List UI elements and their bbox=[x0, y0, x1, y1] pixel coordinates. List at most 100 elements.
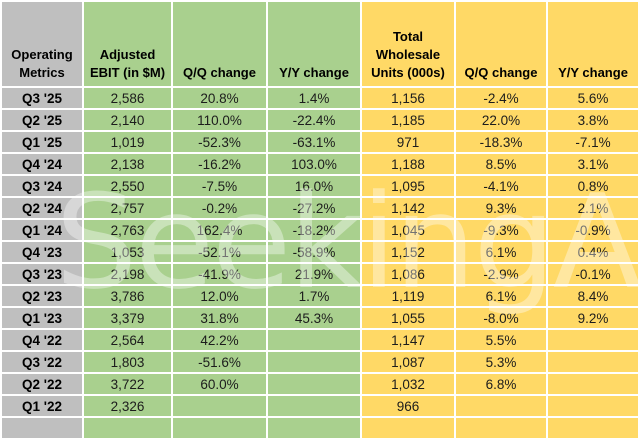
cell-units-yy-change bbox=[548, 352, 638, 372]
cell-units-qq-change: -8.0% bbox=[456, 308, 546, 328]
row-label: Q2 '23 bbox=[2, 286, 82, 306]
table-row: Q3 '25 2,586 20.8% 1.4% 1,156 -2.4% 5.6% bbox=[2, 88, 638, 108]
cell-units-yy-change: 5.6% bbox=[548, 88, 638, 108]
cell-ebit: 2,326 bbox=[84, 396, 171, 416]
table-row: Q3 '23 2,198 -41.9% 21.9% 1,086 -2.9% -0… bbox=[2, 264, 638, 284]
cell-ebit bbox=[84, 418, 171, 438]
row-label: Q1 '22 bbox=[2, 396, 82, 416]
table-row: Q2 '24 2,757 -0.2% -27.2% 1,142 9.3% 2.1… bbox=[2, 198, 638, 218]
cell-units-qq-change: 6.1% bbox=[456, 286, 546, 306]
row-label: Q1 '25 bbox=[2, 132, 82, 152]
cell-units: 1,152 bbox=[362, 242, 454, 262]
table-row: Q4 '24 2,138 -16.2% 103.0% 1,188 8.5% 3.… bbox=[2, 154, 638, 174]
cell-ebit: 1,803 bbox=[84, 352, 171, 372]
cell-units-yy-change: -7.1% bbox=[548, 132, 638, 152]
table-row: Q1 '23 3,379 31.8% 45.3% 1,055 -8.0% 9.2… bbox=[2, 308, 638, 328]
cell-units: 1,147 bbox=[362, 330, 454, 350]
column-header-ebit-yy-change: Y/Y change bbox=[268, 2, 360, 86]
cell-units-qq-change: -2.9% bbox=[456, 264, 546, 284]
cell-units-yy-change: 3.8% bbox=[548, 110, 638, 130]
cell-ebit-qq-change: -52.3% bbox=[173, 132, 266, 152]
cell-ebit-qq-change bbox=[173, 396, 266, 416]
cell-units-qq-change: -2.4% bbox=[456, 88, 546, 108]
row-label: Q4 '22 bbox=[2, 330, 82, 350]
cell-ebit: 2,564 bbox=[84, 330, 171, 350]
cell-units-yy-change bbox=[548, 330, 638, 350]
cell-units-qq-change: -9.3% bbox=[456, 220, 546, 240]
cell-ebit-qq-change: 42.2% bbox=[173, 330, 266, 350]
cell-units-yy-change: 0.8% bbox=[548, 176, 638, 196]
cell-units: 1,045 bbox=[362, 220, 454, 240]
table-row: Q4 '22 2,564 42.2% 1,147 5.5% bbox=[2, 330, 638, 350]
cell-units: 966 bbox=[362, 396, 454, 416]
table-row: Q2 '22 3,722 60.0% 1,032 6.8% bbox=[2, 374, 638, 394]
column-header-wholesale-units: Total Wholesale Units (000s) bbox=[362, 2, 454, 86]
row-label: Q2 '24 bbox=[2, 198, 82, 218]
table-row: Q1 '24 2,763 162.4% -18.2% 1,045 -9.3% -… bbox=[2, 220, 638, 240]
row-label: Q2 '25 bbox=[2, 110, 82, 130]
cell-units-yy-change: 9.2% bbox=[548, 308, 638, 328]
cell-ebit: 3,722 bbox=[84, 374, 171, 394]
cell-units-yy-change: 3.1% bbox=[548, 154, 638, 174]
cell-ebit-yy-change: -27.2% bbox=[268, 198, 360, 218]
column-header-units-yy-change: Y/Y change bbox=[548, 2, 638, 86]
cell-ebit-yy-change: 103.0% bbox=[268, 154, 360, 174]
cell-ebit-qq-change: -16.2% bbox=[173, 154, 266, 174]
table-row: Q2 '25 2,140 110.0% -22.4% 1,185 22.0% 3… bbox=[2, 110, 638, 130]
row-label: Q4 '23 bbox=[2, 242, 82, 262]
cell-units: 1,188 bbox=[362, 154, 454, 174]
cell-units-qq-change bbox=[456, 396, 546, 416]
cell-ebit-qq-change bbox=[173, 418, 266, 438]
cell-ebit-qq-change: -51.6% bbox=[173, 352, 266, 372]
cell-units-yy-change bbox=[548, 396, 638, 416]
cell-ebit-qq-change: 162.4% bbox=[173, 220, 266, 240]
row-label: Q3 '25 bbox=[2, 88, 82, 108]
row-label: Q3 '23 bbox=[2, 264, 82, 284]
cell-units: 971 bbox=[362, 132, 454, 152]
cell-ebit: 2,550 bbox=[84, 176, 171, 196]
cell-units-yy-change: -0.1% bbox=[548, 264, 638, 284]
cell-ebit-yy-change bbox=[268, 330, 360, 350]
table-row: Q1 '25 1,019 -52.3% -63.1% 971 -18.3% -7… bbox=[2, 132, 638, 152]
cell-units-qq-change: 6.1% bbox=[456, 242, 546, 262]
cell-ebit-qq-change: -52.1% bbox=[173, 242, 266, 262]
cell-units-qq-change: 5.5% bbox=[456, 330, 546, 350]
cell-ebit-yy-change: 45.3% bbox=[268, 308, 360, 328]
cell-units-yy-change bbox=[548, 418, 638, 438]
cell-ebit-yy-change: 1.4% bbox=[268, 88, 360, 108]
cell-ebit: 2,757 bbox=[84, 198, 171, 218]
cell-ebit-qq-change: -7.5% bbox=[173, 176, 266, 196]
cell-units-yy-change bbox=[548, 374, 638, 394]
cell-units: 1,032 bbox=[362, 374, 454, 394]
cell-ebit: 2,140 bbox=[84, 110, 171, 130]
cell-units-yy-change: 2.1% bbox=[548, 198, 638, 218]
cell-units: 1,055 bbox=[362, 308, 454, 328]
cell-ebit: 3,379 bbox=[84, 308, 171, 328]
cell-units: 1,119 bbox=[362, 286, 454, 306]
cell-units bbox=[362, 418, 454, 438]
row-label: Q1 '23 bbox=[2, 308, 82, 328]
table-row: Q4 '23 1,053 -52.1% -58.9% 1,152 6.1% 0.… bbox=[2, 242, 638, 262]
cell-units: 1,087 bbox=[362, 352, 454, 372]
table-row: Q2 '23 3,786 12.0% 1.7% 1,119 6.1% 8.4% bbox=[2, 286, 638, 306]
cell-ebit-qq-change: 20.8% bbox=[173, 88, 266, 108]
row-label: Q1 '24 bbox=[2, 220, 82, 240]
cell-units-qq-change: 22.0% bbox=[456, 110, 546, 130]
cell-units-qq-change: 9.3% bbox=[456, 198, 546, 218]
column-header-ebit-qq-change: Q/Q change bbox=[173, 2, 266, 86]
partial-next-row bbox=[2, 418, 638, 438]
column-header-adjusted-ebit: Adjusted EBIT (in $M) bbox=[84, 2, 171, 86]
cell-ebit: 1,053 bbox=[84, 242, 171, 262]
cell-units-yy-change: -0.9% bbox=[548, 220, 638, 240]
cell-ebit: 3,786 bbox=[84, 286, 171, 306]
column-header-units-qq-change: Q/Q change bbox=[456, 2, 546, 86]
cell-units: 1,142 bbox=[362, 198, 454, 218]
cell-units-qq-change: 8.5% bbox=[456, 154, 546, 174]
table-row: Q3 '22 1,803 -51.6% 1,087 5.3% bbox=[2, 352, 638, 372]
cell-ebit-yy-change: -63.1% bbox=[268, 132, 360, 152]
cell-units: 1,086 bbox=[362, 264, 454, 284]
cell-ebit-qq-change: 110.0% bbox=[173, 110, 266, 130]
cell-ebit-yy-change: 21.9% bbox=[268, 264, 360, 284]
cell-ebit-yy-change: 1.7% bbox=[268, 286, 360, 306]
